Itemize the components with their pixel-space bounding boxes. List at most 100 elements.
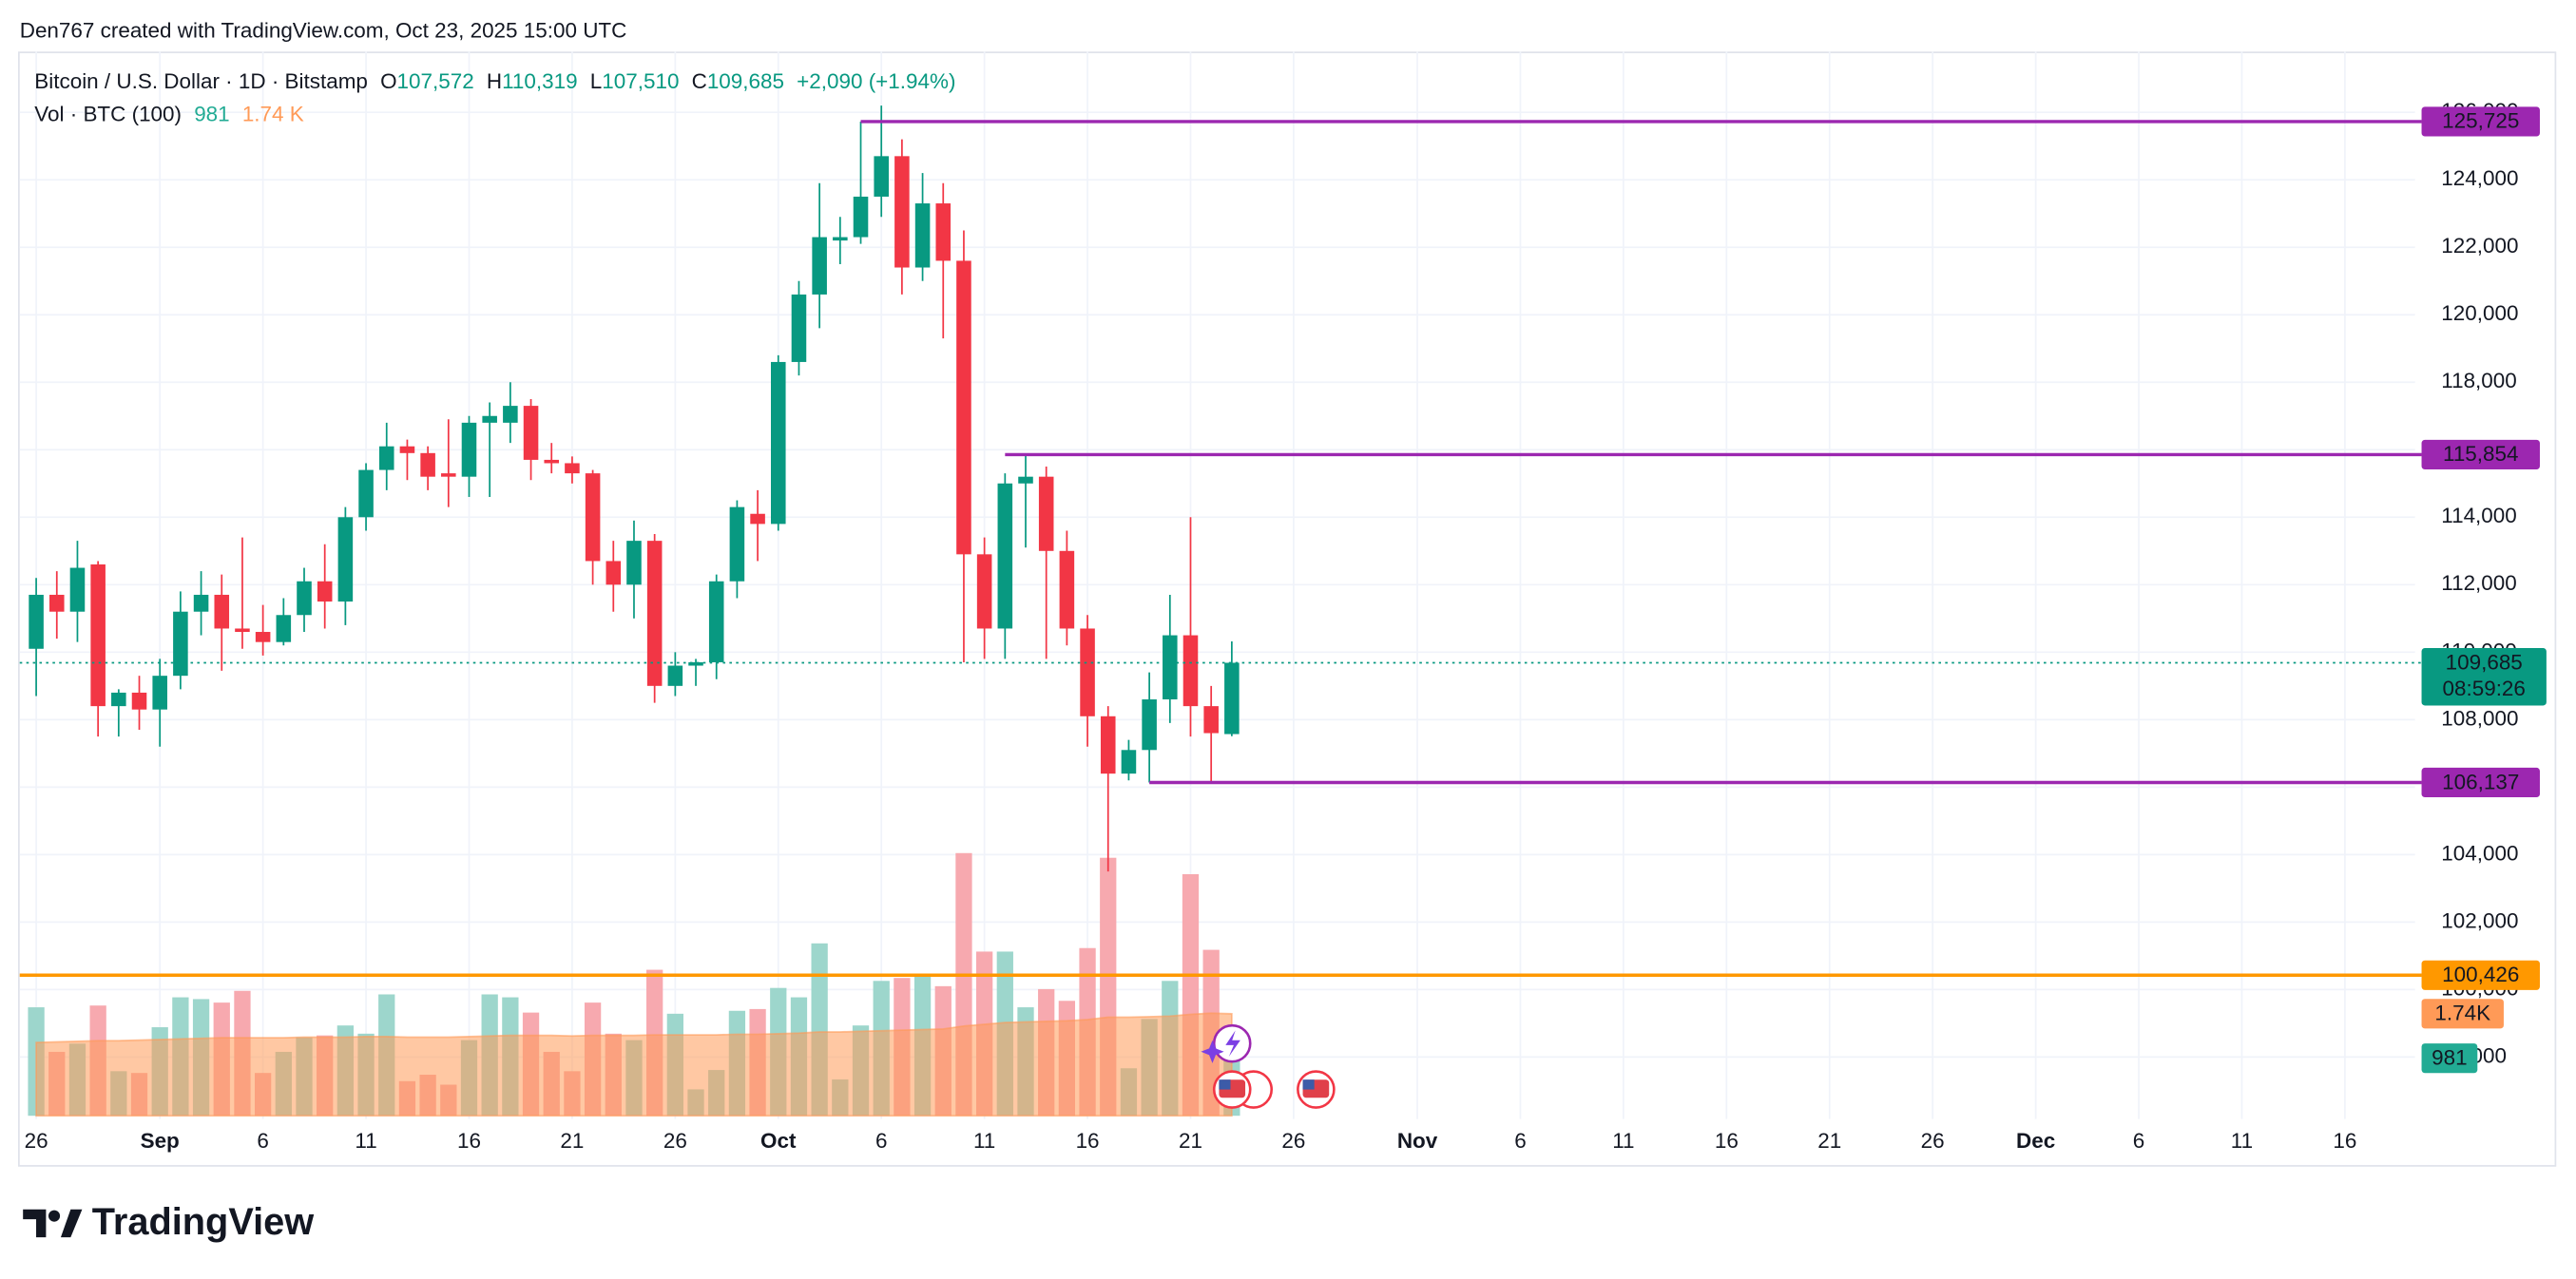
logo-mark bbox=[23, 1209, 47, 1238]
candle-body bbox=[626, 541, 642, 585]
x-tick-label: 11 bbox=[973, 1129, 995, 1153]
legend-open: 107,572 bbox=[397, 69, 474, 93]
candle-body bbox=[276, 615, 292, 642]
candle-body bbox=[214, 594, 230, 629]
legend-high: 110,319 bbox=[502, 69, 578, 93]
candle-body bbox=[935, 203, 952, 261]
candle-body bbox=[1100, 716, 1116, 774]
volume-layer bbox=[28, 852, 1240, 1117]
candle-body bbox=[729, 506, 745, 582]
candle-body bbox=[1163, 635, 1178, 700]
level-label: 125,725 bbox=[2442, 109, 2519, 133]
volume-label-box bbox=[2421, 1043, 2478, 1074]
y-tick-label: 108,000 bbox=[2441, 706, 2518, 730]
level-label: 100,426 bbox=[2442, 963, 2519, 986]
legend-volume-title: Vol · BTC (100) bbox=[34, 103, 182, 126]
volume-ma-area bbox=[35, 1012, 1233, 1117]
candle-body bbox=[1142, 699, 1157, 751]
x-tick-label: Sep bbox=[141, 1129, 180, 1153]
level-label-box bbox=[2421, 767, 2540, 798]
legend-volume: 981 bbox=[194, 103, 229, 126]
y-tick-label: 102,000 bbox=[2441, 908, 2518, 932]
legend-change: +2,090 (+1.94%) bbox=[797, 69, 955, 93]
candle-body bbox=[378, 446, 394, 470]
x-tick-label: 6 bbox=[257, 1129, 269, 1153]
x-tick-label: Nov bbox=[1397, 1129, 1438, 1153]
candle-body bbox=[48, 594, 65, 612]
candle-body bbox=[1018, 476, 1033, 484]
candle-body bbox=[1080, 628, 1095, 716]
x-tick-label: 26 bbox=[663, 1129, 687, 1153]
candle-body bbox=[152, 676, 167, 710]
legend-low: 107,510 bbox=[602, 69, 679, 93]
candle-body bbox=[235, 628, 250, 633]
candle-body bbox=[317, 581, 333, 602]
candle-body bbox=[606, 561, 622, 585]
candle-body bbox=[193, 594, 209, 612]
x-tick-label: 6 bbox=[875, 1129, 888, 1153]
label-layer: 125,725 115,854 106,137 100,426 109,685 08:59… bbox=[2421, 106, 2547, 1074]
level-label-box bbox=[2421, 106, 2540, 137]
candle-body bbox=[585, 473, 601, 562]
candle-body bbox=[482, 415, 497, 423]
x-tick-label: 11 bbox=[1612, 1129, 1634, 1153]
legend-low-label: L bbox=[590, 69, 603, 93]
candle-body bbox=[503, 406, 518, 423]
candle-body bbox=[770, 361, 786, 525]
x-tick-label: 6 bbox=[1514, 1129, 1527, 1153]
candle-body bbox=[111, 692, 126, 707]
x-tick-label: 6 bbox=[2133, 1129, 2145, 1153]
ideas-spark bbox=[1201, 1040, 1224, 1063]
x-tick-label: 11 bbox=[355, 1129, 376, 1153]
candle-body bbox=[812, 237, 827, 295]
x-tick-label: Dec bbox=[2016, 1129, 2055, 1153]
legend-row: Bitcoin / U.S. Dollar · 1D · Bitstamp O1… bbox=[34, 69, 955, 93]
candle-body bbox=[255, 632, 271, 642]
x-tick-label: 16 bbox=[457, 1129, 481, 1153]
flag-canton bbox=[1219, 1079, 1231, 1090]
candle-body bbox=[688, 661, 703, 666]
candle-body bbox=[544, 459, 560, 464]
ideas-bolt bbox=[1225, 1030, 1240, 1057]
legend-open-label: O bbox=[380, 69, 396, 93]
candle-body bbox=[1224, 662, 1240, 735]
candle-body bbox=[894, 156, 910, 268]
x-tick-label: 11 bbox=[2231, 1129, 2253, 1153]
brand-logo[interactable]: TradingView bbox=[23, 1201, 314, 1243]
x-tick-label: 16 bbox=[2333, 1129, 2356, 1153]
candle-body bbox=[1203, 706, 1219, 734]
x-tick-label: 21 bbox=[560, 1129, 584, 1153]
candle-body bbox=[90, 563, 106, 707]
y-tick-label: 120,000 bbox=[2441, 301, 2518, 325]
candle-body bbox=[833, 237, 848, 241]
legend-close: 109,685 bbox=[707, 69, 784, 93]
x-tick-label: 26 bbox=[1921, 1129, 1945, 1153]
y-tick-label: 112,000 bbox=[2441, 571, 2517, 595]
candle-body bbox=[1038, 476, 1054, 551]
candle-body bbox=[853, 196, 869, 238]
candle-body bbox=[69, 567, 86, 612]
y-tick-label: 122,000 bbox=[2441, 234, 2518, 258]
logo-slash bbox=[60, 1209, 83, 1238]
last-price-box bbox=[2421, 647, 2547, 706]
candle-body bbox=[399, 446, 415, 453]
event-icons[interactable] bbox=[1201, 1023, 1336, 1109]
candle-body bbox=[565, 463, 580, 474]
legend-symbol: Bitcoin / U.S. Dollar · 1D · Bitstamp bbox=[34, 69, 368, 93]
level-label: 106,137 bbox=[2442, 770, 2519, 793]
candle-body bbox=[1059, 550, 1075, 629]
candle-body bbox=[667, 665, 683, 686]
candle-body bbox=[1121, 750, 1137, 774]
candle-body bbox=[1182, 635, 1199, 707]
logo-dot bbox=[48, 1210, 61, 1222]
candle-body bbox=[173, 611, 188, 677]
x-tick-label: 21 bbox=[1817, 1129, 1841, 1153]
candle-body bbox=[337, 517, 354, 602]
candle-body bbox=[708, 581, 724, 662]
chart-frame bbox=[18, 51, 2557, 1167]
candle-body bbox=[956, 260, 971, 555]
brand-name: TradingView bbox=[92, 1201, 314, 1243]
flag-canton bbox=[1302, 1079, 1315, 1090]
